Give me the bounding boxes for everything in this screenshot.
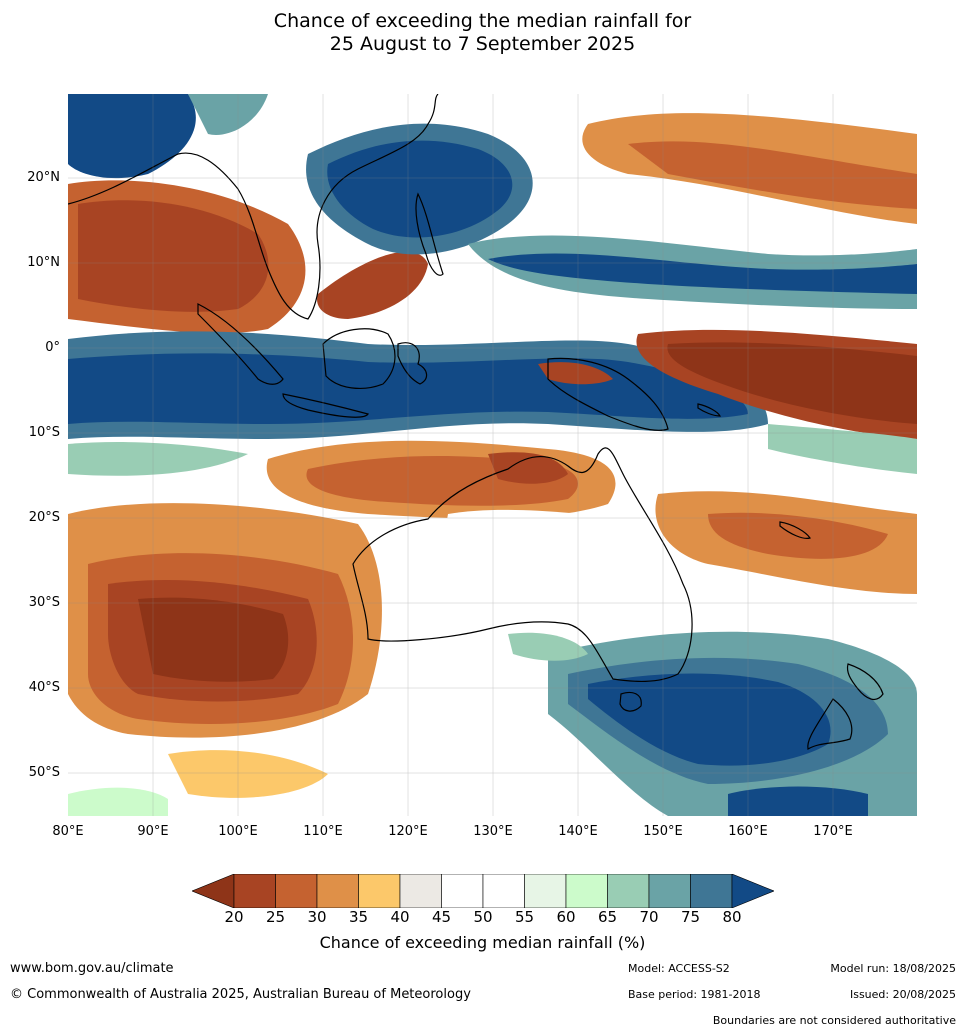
rainfall-map-svg bbox=[68, 94, 917, 816]
copyright-text: © Commonwealth of Australia 2025, Austra… bbox=[10, 987, 471, 1002]
lat-tick-50s: 50°S bbox=[28, 765, 60, 780]
lon-tick-160e: 160°E bbox=[728, 824, 768, 839]
lon-tick-100e: 100°E bbox=[218, 824, 258, 839]
lon-tick-110e: 110°E bbox=[303, 824, 343, 839]
lon-tick-150e: 150°E bbox=[643, 824, 683, 839]
lat-tick-20n: 20°N bbox=[27, 170, 60, 185]
model-name: Model: ACCESS-S2 bbox=[628, 962, 730, 975]
lat-tick-40s: 40°S bbox=[28, 680, 60, 695]
colorbar-bin-65-70 bbox=[607, 874, 650, 908]
colorbar-bin-50-55 bbox=[482, 874, 525, 908]
colorbar-bin-70-75 bbox=[648, 874, 691, 908]
colorbar-bin-45-50 bbox=[441, 874, 484, 908]
colorbar-tick-55: 55 bbox=[514, 908, 535, 926]
model-run-date: Model run: 18/08/2025 bbox=[830, 962, 956, 975]
colorbar-bin-60-65 bbox=[565, 874, 608, 908]
website-link[interactable]: www.bom.gov.au/climate bbox=[10, 961, 174, 976]
colorbar-tick-30: 30 bbox=[307, 908, 327, 926]
colorbar-tick-75: 75 bbox=[680, 908, 701, 926]
colorbar-tick-25: 25 bbox=[265, 908, 286, 926]
colorbar bbox=[192, 874, 774, 908]
title-line-1: Chance of exceeding the median rainfall … bbox=[273, 10, 692, 32]
colorbar-bin-25-30 bbox=[275, 874, 318, 908]
lon-tick-170e: 170°E bbox=[813, 824, 853, 839]
lat-tick-0: 0° bbox=[45, 340, 60, 355]
colorbar-tick-40: 40 bbox=[390, 908, 410, 926]
lon-tick-130e: 130°E bbox=[473, 824, 513, 839]
lat-tick-10s: 10°S bbox=[28, 425, 60, 440]
rainfall-map bbox=[68, 94, 917, 816]
colorbar-bin-75-80 bbox=[690, 874, 733, 908]
colorbar-tick-70: 70 bbox=[639, 908, 659, 926]
lon-tick-120e: 120°E bbox=[388, 824, 428, 839]
boundaries-disclaimer: Boundaries are not considered authoritat… bbox=[712, 1014, 956, 1027]
map-title: Chance of exceeding the median rainfall … bbox=[0, 10, 965, 56]
colorbar-low-extend bbox=[192, 874, 235, 908]
lat-tick-10n: 10°N bbox=[27, 255, 60, 270]
title-line-2: 25 August to 7 September 2025 bbox=[329, 33, 636, 55]
issued-date: Issued: 20/08/2025 bbox=[849, 988, 956, 1001]
colorbar-bin-30-35 bbox=[316, 874, 359, 908]
colorbar-bin-20-25 bbox=[233, 874, 276, 908]
lat-tick-20s: 20°S bbox=[28, 510, 60, 525]
base-period: Base period: 1981-2018 bbox=[628, 988, 761, 1001]
colorbar-tick-65: 65 bbox=[597, 908, 618, 926]
lon-tick-140e: 140°E bbox=[558, 824, 598, 839]
lon-tick-90e: 90°E bbox=[137, 824, 169, 839]
colorbar-tick-60: 60 bbox=[556, 908, 576, 926]
colorbar-label: Chance of exceeding median rainfall (%) bbox=[319, 933, 646, 952]
lat-tick-30s: 30°S bbox=[28, 595, 60, 610]
colorbar-high-extend bbox=[731, 874, 774, 908]
lon-tick-80e: 80°E bbox=[52, 824, 84, 839]
colorbar-bin-55-60 bbox=[524, 874, 567, 908]
colorbar-bin-35-40 bbox=[358, 874, 401, 908]
colorbar-tick-50: 50 bbox=[473, 908, 493, 926]
colorbar-tick-20: 20 bbox=[224, 908, 244, 926]
colorbar-tick-45: 45 bbox=[431, 908, 452, 926]
colorbar-bin-40-45 bbox=[399, 874, 442, 908]
colorbar-tick-80: 80 bbox=[722, 908, 742, 926]
colorbar-tick-35: 35 bbox=[348, 908, 369, 926]
